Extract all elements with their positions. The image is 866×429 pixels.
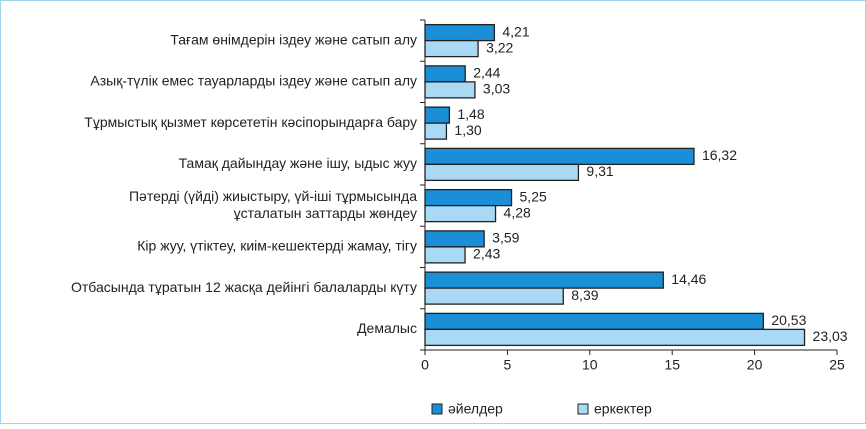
bar [424,23,496,42]
bar [424,312,764,331]
legend-label: әйелдер [448,401,503,417]
legend-swatch [431,403,443,415]
x-tick-label: 0 [421,357,429,373]
data-label: 3,22 [486,39,513,55]
x-tick-label: 15 [664,357,680,373]
bar [424,65,466,83]
legend-swatch [577,403,589,415]
data-label: 4,28 [504,204,531,220]
bar [424,147,695,166]
x-tick-label: 5 [504,357,512,373]
y-tick-label: Пәтерді (үйді) жиыстыру, үй-іші тұрмысын… [129,188,417,221]
x-tick-label: 10 [582,357,598,373]
bar [424,39,479,58]
y-tick-label: Кір жуу, үтіктеу, киім-кешектерді жамау,… [137,238,417,254]
bar [424,188,513,207]
bar [424,271,664,289]
y-tick-label: Демалыс [357,320,417,336]
bar [424,287,564,305]
bar [424,81,476,99]
data-label: 23,03 [813,328,848,344]
data-label: 5,25 [520,188,547,204]
data-label: 1,48 [457,106,484,122]
data-label: 2,44 [473,65,500,81]
bar [424,246,466,264]
data-label: 4,21 [502,23,529,39]
data-label: 20,53 [771,312,806,328]
data-label: 3,03 [483,81,510,97]
bar [424,204,497,223]
x-tick-label: 20 [747,357,763,373]
y-tick-label: Тұрмыстық қызмет көрсететін кәсіпорындар… [84,114,417,130]
data-label: 3,59 [492,230,519,246]
bar [424,230,485,248]
y-tick-label: Отбасында тұратын 12 жасқа дейінгі балал… [71,279,417,295]
bar [424,328,806,347]
data-label: 14,46 [671,271,706,287]
bar [424,163,580,182]
y-tick-label: Тағам өнімдерін іздеу және сатып алу [170,31,417,47]
data-label: 1,30 [454,122,481,138]
y-tick-label: Азық-түлік емес тауарларды іздеу және са… [90,73,417,89]
data-label: 16,32 [702,147,737,163]
y-tick-label: Тамақ дайындау және ішу, ыдыс жуу [179,155,417,171]
data-label: 2,43 [473,246,500,262]
legend-label: еркектер [594,401,652,417]
x-tick-label: 25 [829,357,845,373]
bar [424,106,451,124]
data-label: 8,39 [571,287,598,303]
data-label: 9,31 [586,163,613,179]
bar [424,122,448,140]
